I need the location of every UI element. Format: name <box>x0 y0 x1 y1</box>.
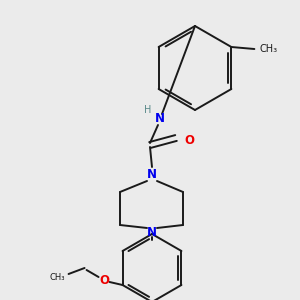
Text: O: O <box>184 134 194 146</box>
Text: CH₃: CH₃ <box>49 274 64 283</box>
Text: N: N <box>155 112 165 125</box>
Text: H: H <box>144 105 152 115</box>
Text: N: N <box>147 226 157 239</box>
Text: N: N <box>147 169 157 182</box>
Text: O: O <box>100 274 110 286</box>
Text: CH₃: CH₃ <box>260 44 278 54</box>
